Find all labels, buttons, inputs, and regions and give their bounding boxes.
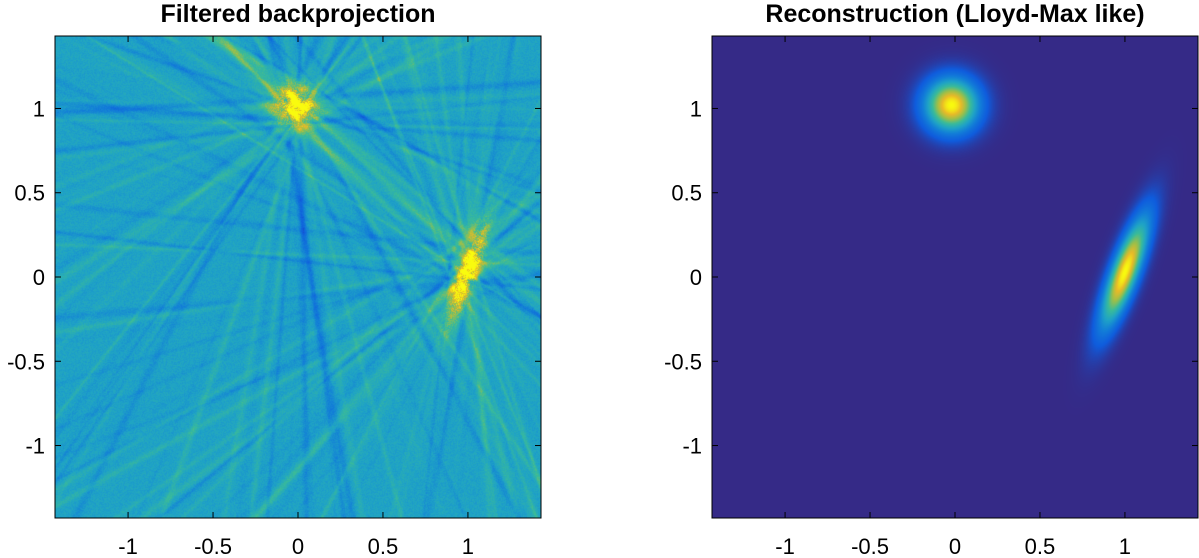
- x-tick-label: 0.5: [1025, 534, 1056, 558]
- y-tick-label: 1: [33, 96, 45, 121]
- y-tick-label: 0.5: [671, 181, 702, 206]
- y-tick-label: -0.5: [7, 349, 45, 374]
- y-tick-label: 1: [690, 96, 702, 121]
- y-tick-label: 0: [33, 265, 45, 290]
- panel-reconstruction: Reconstruction (Lloyd-Max like) -1 -0.5 0 0…: [664, 0, 1199, 558]
- chart-title: Filtered backprojection: [160, 0, 435, 28]
- x-tick-label: 0.5: [368, 534, 399, 558]
- x-tick-label: -1: [118, 534, 138, 558]
- x-tick-label: 1: [1119, 534, 1131, 558]
- y-tick-label: 0: [690, 265, 702, 290]
- heatmap-area: [712, 36, 1198, 518]
- tick-group: -1 -0.5 0 0.5 1 -1 -0.5 0 0.5 1: [7, 36, 541, 558]
- x-tick-label: -0.5: [194, 534, 232, 558]
- x-tick-label: 0: [949, 534, 961, 558]
- y-tick-label: -1: [682, 434, 702, 459]
- x-tick-label: -1: [775, 534, 795, 558]
- heatmap-area: [55, 36, 541, 518]
- x-tick-label: 0: [292, 534, 304, 558]
- tick-group: -1 -0.5 0 0.5 1 -1 -0.5 0 0.5 1: [664, 36, 1198, 558]
- chart-title: Reconstruction (Lloyd-Max like): [765, 0, 1144, 28]
- y-tick-label: -1: [25, 434, 45, 459]
- x-tick-label: 1: [462, 534, 474, 558]
- y-tick-label: -0.5: [664, 349, 702, 374]
- y-tick-label: 0.5: [14, 181, 45, 206]
- x-tick-label: -0.5: [851, 534, 889, 558]
- panel-fbp: Filtered backprojection -1 -0.5 0 0.5 1 -1 -0.…: [7, 0, 542, 558]
